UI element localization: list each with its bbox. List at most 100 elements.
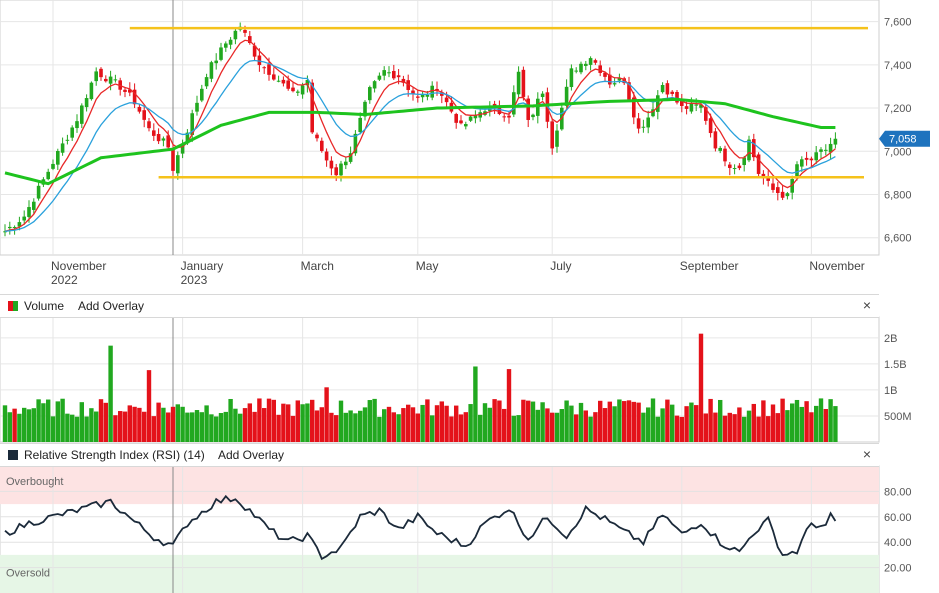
volume-bar: [300, 404, 305, 442]
price-candle: [708, 118, 713, 134]
volume-bar: [674, 415, 680, 442]
price-candle: [809, 158, 814, 161]
volume-y-tick-label: 1B: [884, 385, 897, 397]
price-candle: [257, 55, 262, 66]
price-candle: [372, 81, 377, 89]
volume-bar: [732, 414, 737, 442]
price-candle: [675, 92, 679, 103]
price-candle: [579, 63, 583, 73]
volume-bar: [137, 407, 142, 442]
price-candle: [684, 106, 689, 109]
price-candle: [300, 85, 305, 95]
volume-bar: [454, 405, 459, 442]
volume-bar: [708, 398, 713, 442]
price-candle: [75, 121, 79, 129]
volume-y-tick-label: 500M: [884, 411, 912, 423]
volume-bar: [103, 402, 108, 442]
price-candle: [204, 77, 209, 87]
volume-bar: [233, 408, 238, 442]
volume-add-overlay-link[interactable]: Add Overlay: [78, 299, 145, 313]
rsi-oversold-zone: [0, 554, 879, 593]
volume-bar: [266, 398, 272, 442]
volume-bar: [775, 413, 780, 442]
volume-bar: [487, 407, 492, 442]
price-plot-area: [0, 0, 880, 256]
volume-bar: [439, 401, 444, 442]
price-candle: [401, 78, 406, 83]
volume-bar: [790, 403, 795, 442]
ema-short-line: [4, 39, 836, 232]
volume-bar: [622, 401, 627, 442]
volume-bar: [238, 413, 243, 442]
volume-bar: [588, 416, 593, 442]
price-candle: [440, 92, 444, 96]
volume-bar: [804, 401, 809, 442]
volume-bar: [492, 399, 497, 442]
price-candle: [344, 161, 348, 166]
price-candle: [785, 193, 790, 197]
volume-bar: [574, 414, 579, 442]
rsi-y-tick-label: 80.00: [884, 486, 912, 498]
price-candle: [8, 226, 12, 229]
price-candle: [444, 97, 449, 103]
price-candle: [22, 216, 26, 221]
volume-bar: [199, 412, 204, 442]
price-candle: [51, 163, 55, 169]
price-candle: [132, 89, 137, 105]
price-candle: [324, 151, 329, 161]
price-candle: [377, 75, 382, 80]
volume-bar: [478, 414, 483, 442]
volume-bar: [626, 400, 632, 442]
volume-bar: [550, 412, 555, 442]
price-candle: [315, 134, 319, 139]
volume-bar: [190, 412, 195, 442]
price-candle: [219, 47, 223, 60]
volume-bar: [761, 400, 766, 442]
volume-bar: [756, 416, 761, 442]
volume-bar: [252, 411, 257, 442]
volume-bar: [262, 408, 267, 442]
rsi-close-icon[interactable]: ×: [862, 446, 871, 462]
price-candle: [27, 207, 31, 217]
volume-bar: [175, 404, 180, 442]
price-candle: [420, 94, 425, 98]
price-candle: [536, 98, 540, 116]
price-candle: [617, 78, 622, 81]
volume-bar: [295, 400, 300, 442]
price-candle: [233, 30, 238, 40]
price-candle: [406, 80, 410, 90]
price-candle: [665, 83, 670, 95]
volume-bar: [36, 399, 41, 442]
volume-bar: [113, 415, 118, 442]
volume-bar: [468, 404, 473, 442]
rsi-add-overlay-link[interactable]: Add Overlay: [218, 448, 285, 462]
volume-bar: [410, 407, 416, 442]
rsi-y-tick-label: 20.00: [884, 563, 912, 575]
volume-bar: [809, 412, 814, 442]
price-candle: [689, 103, 694, 112]
price-candle: [276, 80, 281, 82]
price-candle: [627, 82, 631, 100]
price-candle: [550, 121, 554, 149]
price-candle: [185, 132, 190, 144]
price-candle: [334, 167, 338, 176]
volume-bar: [636, 402, 641, 442]
price-x-tick-sublabel: 2023: [181, 273, 208, 287]
volume-bar: [372, 398, 377, 442]
volume-bar: [26, 409, 32, 442]
volume-close-icon[interactable]: ×: [862, 297, 871, 313]
price-candle: [84, 98, 89, 108]
rsi-line: [4, 494, 837, 561]
volume-bar: [391, 412, 396, 442]
price-candle: [828, 143, 833, 153]
volume-bar: [420, 404, 425, 442]
volume-bar: [334, 415, 339, 442]
volume-bar: [151, 416, 156, 442]
price-candle: [526, 98, 530, 120]
price-candle: [521, 69, 526, 97]
price-candle: [3, 231, 7, 233]
volume-bar: [127, 405, 132, 442]
volume-bar: [425, 399, 430, 442]
volume-bar: [108, 345, 113, 442]
volume-bar: [684, 406, 689, 442]
